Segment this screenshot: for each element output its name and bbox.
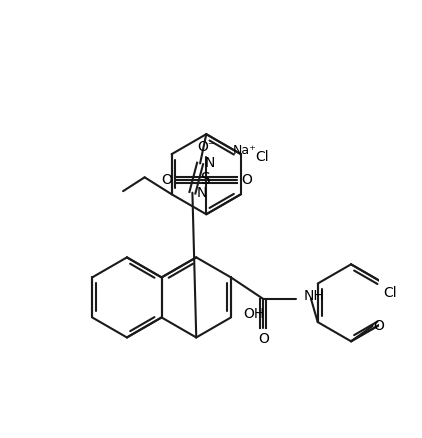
Text: N: N xyxy=(197,186,207,200)
Text: NH: NH xyxy=(303,289,324,303)
Text: OH: OH xyxy=(243,307,265,321)
Text: O: O xyxy=(161,173,172,187)
Text: O⁻: O⁻ xyxy=(197,140,215,154)
Text: S: S xyxy=(201,172,211,187)
Text: Cl: Cl xyxy=(256,150,269,164)
Text: Na⁺: Na⁺ xyxy=(233,144,257,157)
Text: O: O xyxy=(373,319,384,333)
Text: O: O xyxy=(258,332,269,346)
Text: Cl: Cl xyxy=(384,286,398,300)
Text: N: N xyxy=(204,156,214,170)
Text: O: O xyxy=(241,173,252,187)
